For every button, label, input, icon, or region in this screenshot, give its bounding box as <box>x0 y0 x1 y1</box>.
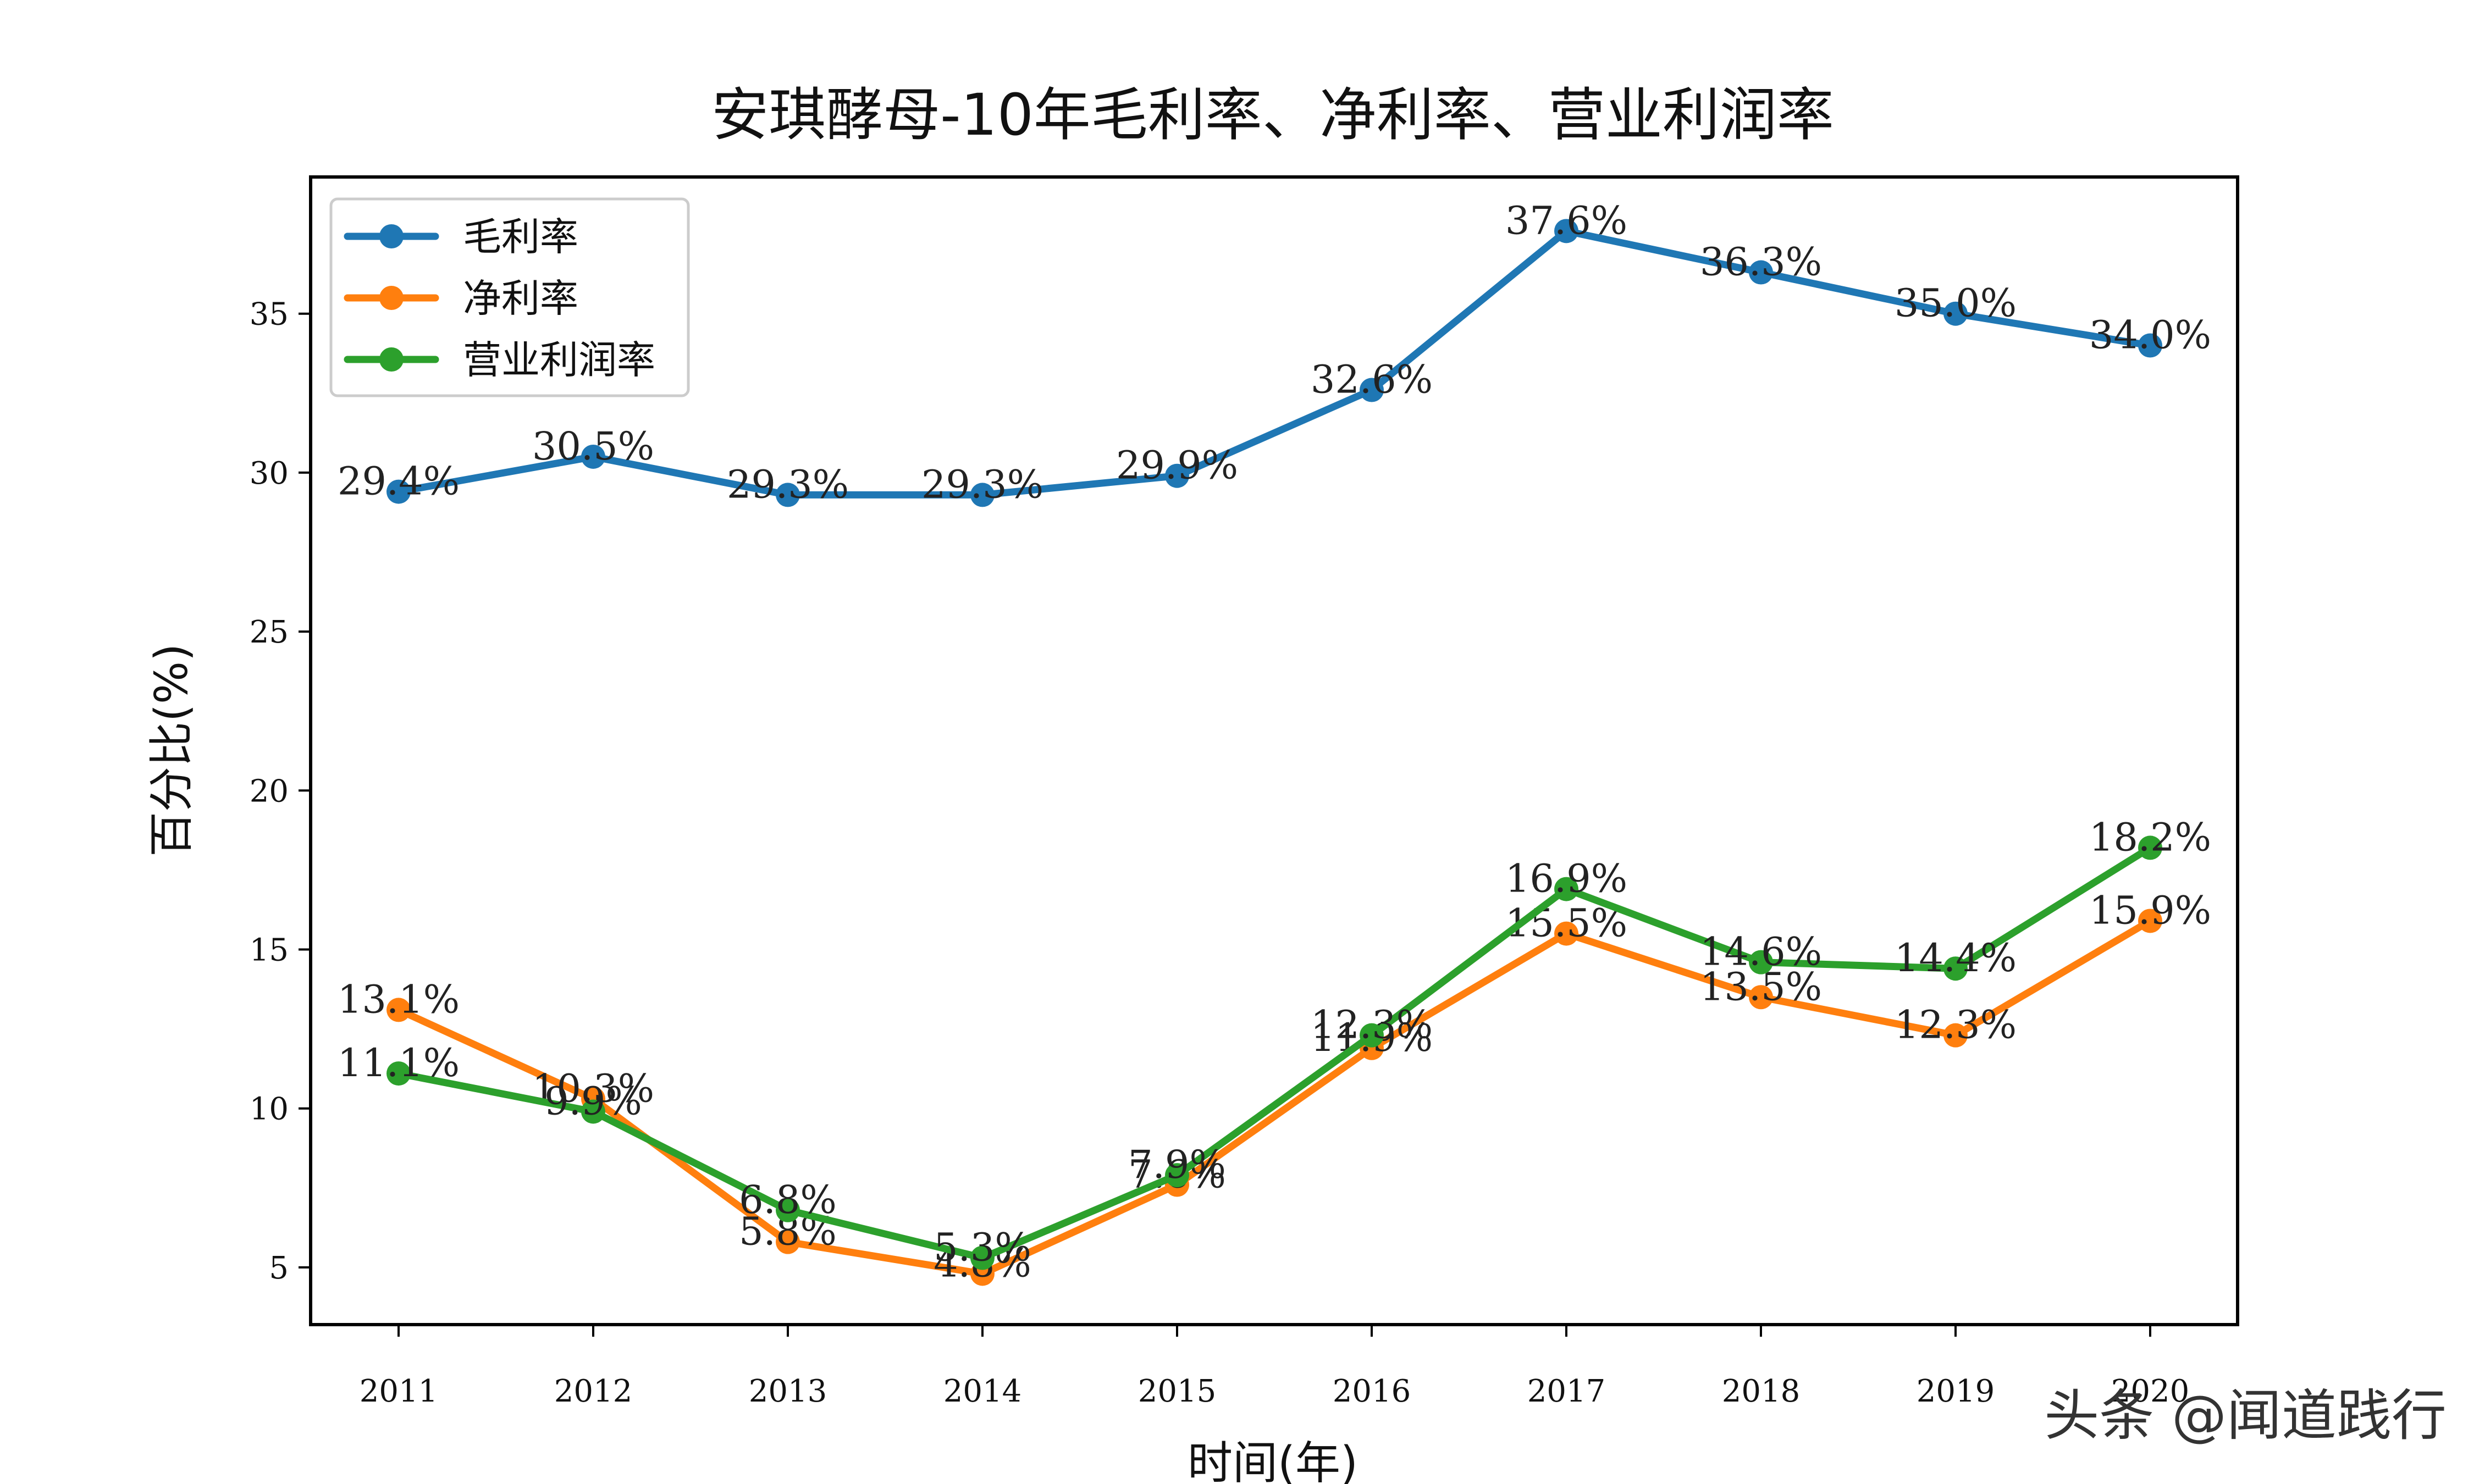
x-tick-label: 2011 <box>360 1374 438 1409</box>
legend-item: 净利率 <box>344 276 578 321</box>
data-point <box>776 1198 800 1222</box>
x-tick-label: 2017 <box>1527 1374 1606 1409</box>
y-tick-label: 10 <box>250 1092 289 1127</box>
data-label: 13.1% <box>338 977 460 1022</box>
data-point <box>386 479 411 504</box>
x-tick-label: 2019 <box>1917 1374 1995 1409</box>
series-line <box>395 227 2154 499</box>
data-point <box>1165 463 1189 488</box>
legend-item: 毛利率 <box>344 214 578 259</box>
x-axis: 2011 2012 2013 2014 2015 2016 2017 2018 2019 2020 <box>360 1325 2190 1409</box>
x-tick-label: 2020 <box>2111 1374 2190 1409</box>
data-point <box>386 998 411 1022</box>
data-point <box>1943 956 1968 981</box>
data-point <box>970 1245 995 1270</box>
series-2: 13.1%10.3%5.8%4.8%7.6%11.9%15.5%13.5%12.… <box>338 888 2211 1286</box>
data-point <box>1554 921 1578 946</box>
x-tick-label: 2013 <box>749 1374 827 1409</box>
x-tick-label: 2014 <box>943 1374 1022 1409</box>
data-point <box>1360 1023 1384 1048</box>
legend-label: 净利率 <box>463 276 578 321</box>
data-point <box>581 444 605 469</box>
x-tick-label: 2012 <box>554 1374 633 1409</box>
data-point <box>776 483 800 507</box>
legend-item: 营业利润率 <box>344 337 655 383</box>
x-tick-label: 2015 <box>1138 1374 1217 1409</box>
plot-area: 29.4% 30.5% 29.3% 29.3% 29.9% 32.6% 37.6% 36.3%… <box>338 198 2211 1286</box>
data-label: 6.8% <box>739 1177 837 1222</box>
data-point <box>1749 950 1773 974</box>
data-label: 32.6% <box>1311 357 1433 402</box>
x-axis-label: 时间(年) <box>1188 1437 1358 1484</box>
data-point <box>581 1099 605 1124</box>
data-label: 12.3% <box>1311 1003 1433 1048</box>
data-point <box>1165 1163 1189 1188</box>
data-point <box>1554 877 1578 901</box>
y-tick-label: 35 <box>250 297 289 333</box>
y-tick-label: 30 <box>250 456 289 491</box>
data-label: 36.3% <box>1700 240 1822 285</box>
data-point <box>1554 219 1578 243</box>
chart-title: 安琪酵母-10年毛利率、净利率、营业利润率 <box>711 81 1834 148</box>
data-label: 11.1% <box>338 1040 460 1086</box>
series-line <box>395 844 2154 1262</box>
data-label: 16.9% <box>1505 856 1627 901</box>
data-label: 35.0% <box>1895 281 2017 326</box>
data-point <box>970 483 995 507</box>
watermark-text: 头条 @闻道践行 <box>2044 1383 2447 1448</box>
y-axis: 5 10 15 20 25 30 35 <box>250 297 311 1286</box>
data-label: 12.3% <box>1895 1003 2017 1048</box>
data-label: 29.3% <box>727 462 849 507</box>
data-label: 18.2% <box>2089 815 2211 860</box>
y-tick-label: 20 <box>250 773 289 809</box>
data-label: 29.4% <box>338 459 460 504</box>
data-label: 9.9% <box>544 1078 642 1123</box>
data-point <box>1749 985 1773 1010</box>
series-3: 11.1% 9.9% 6.8% 5.3% 7.9% 12.3% 16.9% 14.6% 14.4… <box>338 815 2211 1270</box>
y-tick-label: 25 <box>250 614 289 650</box>
data-label: 37.6% <box>1505 198 1627 243</box>
data-label: 34.0% <box>2089 313 2211 358</box>
data-label: 14.4% <box>1895 935 2017 981</box>
data-point <box>1749 260 1773 285</box>
data-point <box>1360 378 1384 402</box>
y-tick-label: 15 <box>250 932 289 968</box>
x-tick-label: 2016 <box>1333 1374 1411 1409</box>
legend-marker <box>379 347 404 372</box>
data-point <box>776 1230 800 1254</box>
y-tick-label: 5 <box>269 1250 289 1286</box>
x-tick-label: 2018 <box>1722 1374 1801 1409</box>
legend-label: 毛利率 <box>463 214 578 259</box>
data-label: 14.6% <box>1700 929 1822 974</box>
legend-label: 营业利润率 <box>463 337 655 383</box>
series-1: 29.4% 30.5% 29.3% 29.3% 29.9% 32.6% 37.6% 36.3%… <box>338 198 2211 507</box>
data-label: 5.3% <box>934 1225 1031 1270</box>
data-point <box>2138 835 2162 860</box>
plot-frame <box>309 175 2239 1326</box>
data-point <box>386 1061 411 1086</box>
data-label: 30.5% <box>532 424 654 469</box>
series-line <box>395 917 2154 1277</box>
data-point <box>1943 301 1968 326</box>
data-point <box>2138 909 2162 933</box>
legend-marker <box>379 286 404 310</box>
legend-marker <box>379 224 404 248</box>
data-label: 7.9% <box>1128 1142 1226 1187</box>
data-label: 29.9% <box>1116 443 1238 488</box>
y-axis-label: 百分比(%) <box>146 644 198 857</box>
data-label: 15.9% <box>2089 888 2211 933</box>
data-point <box>1943 1023 1968 1048</box>
legend-box <box>329 197 690 397</box>
data-point <box>2138 333 2162 358</box>
data-label: 29.3% <box>921 462 1043 507</box>
